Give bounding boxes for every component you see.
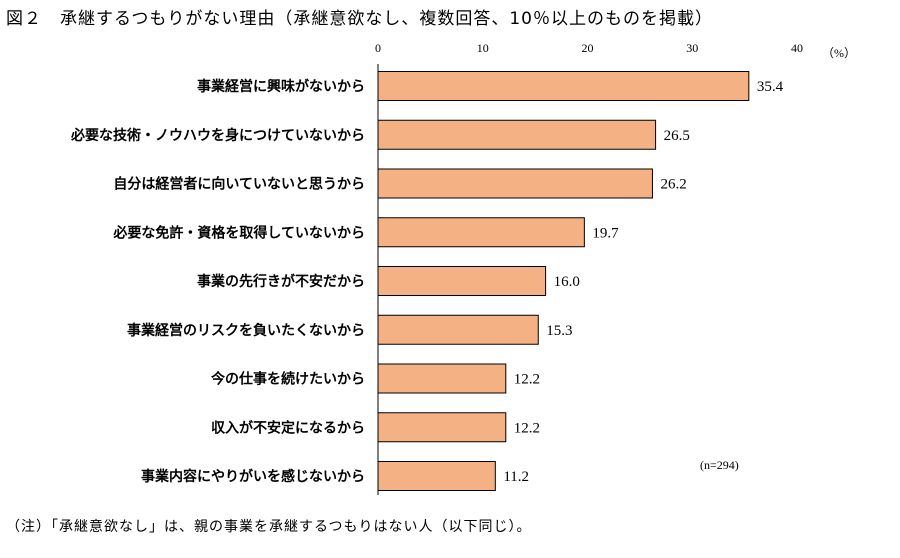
x-tick-label: 40 xyxy=(791,41,803,55)
bar xyxy=(377,71,750,101)
category-label: 収入が不安定になるから xyxy=(211,419,365,436)
x-axis-ticks: 0 10 20 30 40 xyxy=(375,41,803,55)
category-label: 事業内容にやりがいを感じないから xyxy=(141,468,365,485)
figure-title: 図２ 承継するつもりがない理由（承継意欲なし、複数回答、10％以上のものを掲載） xyxy=(6,9,713,29)
category-label: 必要な免許・資格を取得していないから xyxy=(112,224,365,241)
bar xyxy=(377,363,507,394)
x-tick-label: 0 xyxy=(375,41,381,55)
category-label: 今の仕事を続けたいから xyxy=(210,371,365,388)
category-label: 事業の先行きが不安だから xyxy=(197,273,365,290)
sample-size-label: (n=294) xyxy=(700,458,739,472)
x-tick-label: 30 xyxy=(686,41,698,55)
x-tick-label: 10 xyxy=(477,41,489,55)
value-label: 15.3 xyxy=(546,323,572,339)
bar xyxy=(377,461,496,491)
value-label: 11.2 xyxy=(503,469,529,485)
category-label: 自分は経営者に向いていないと思うから xyxy=(113,176,365,193)
category-label: 必要な技術・ノウハウを身につけていないから xyxy=(70,127,365,144)
value-label: 16.0 xyxy=(554,274,580,290)
bar xyxy=(377,217,585,248)
category-label: 事業経営のリスクを負いたくないから xyxy=(127,322,365,339)
value-label: 35.4 xyxy=(757,79,784,95)
x-tick-label: 20 xyxy=(582,41,594,55)
value-label: 26.5 xyxy=(664,128,690,144)
category-label: 事業経営に興味がないから xyxy=(197,78,365,95)
bar xyxy=(377,119,657,150)
bar xyxy=(377,412,507,443)
footnote: （注）「承継意欲なし」は、親の事業を承継するつもりはない人（以下同じ）。 xyxy=(6,519,532,535)
value-label: 12.2 xyxy=(514,372,540,388)
bars-group: 事業経営に興味がないから 35.4 必要な技術・ノウハウを身につけていないから 26.… xyxy=(70,71,784,491)
bar xyxy=(377,168,653,199)
value-label: 19.7 xyxy=(592,225,619,241)
value-label: 12.2 xyxy=(514,420,540,436)
axis-unit-label: （%） xyxy=(822,46,856,60)
bar xyxy=(377,314,539,345)
bar xyxy=(377,266,547,296)
value-label: 26.2 xyxy=(660,177,686,193)
